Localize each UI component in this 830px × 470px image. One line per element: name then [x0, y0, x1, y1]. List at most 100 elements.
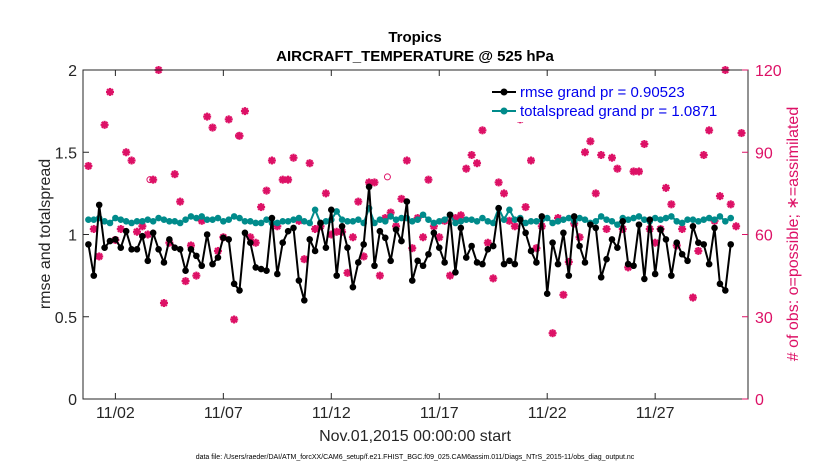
- rmse-series-point: [344, 244, 351, 251]
- obs-stroke: [144, 230, 152, 239]
- totalspread-series-point: [176, 219, 184, 227]
- rmse-series-point: [187, 246, 195, 253]
- rmse-series-point: [673, 239, 681, 247]
- totalspread-series-point: [333, 208, 340, 215]
- obs-stroke: [90, 225, 98, 233]
- rmse-series-point: [241, 229, 249, 237]
- obs-assimilated-point: [208, 123, 217, 132]
- totalspread-series-point: [468, 216, 475, 223]
- obs-assimilated-point: [100, 120, 109, 129]
- totalspread-series-point: [122, 218, 130, 225]
- rmse-series-point: [333, 272, 340, 279]
- totalspread-series-point: [457, 218, 465, 225]
- totalspread-series-point: [435, 218, 443, 225]
- obs-stroke: [84, 162, 93, 170]
- rmse-series-point: [257, 265, 265, 273]
- totalspread-series-point: [214, 214, 222, 222]
- totalspread-series-point: [160, 216, 168, 223]
- totalspread-series-point: [295, 214, 303, 222]
- obs-assimilated-point: [370, 178, 379, 187]
- totalspread-series-point: [462, 216, 470, 223]
- obs-assimilated-point: [84, 161, 93, 170]
- totalspread-series-point: [689, 216, 697, 223]
- totalspread-series-point: [128, 219, 135, 227]
- rmse-series-point: [462, 254, 470, 261]
- rmse-series-point: [193, 252, 200, 260]
- rmse-series-point: [376, 227, 384, 235]
- obs-stroke: [279, 176, 287, 184]
- rmse-series-point: [90, 272, 98, 279]
- rmse-series-point: [668, 272, 675, 279]
- obs-stroke: [559, 291, 568, 299]
- obs-stroke: [322, 189, 330, 198]
- obs-assimilated-point: [446, 271, 455, 280]
- obs-stroke: [160, 299, 168, 307]
- obs-assimilated-point: [257, 203, 266, 212]
- rmse-series-point: [446, 211, 454, 219]
- obs-assimilated-point: [230, 315, 239, 324]
- rmse-series-point: [311, 247, 319, 255]
- totalspread-series-point: [506, 206, 513, 214]
- y2-tick-label: 0: [755, 392, 764, 409]
- obs-stroke: [737, 129, 746, 137]
- obs-stroke: [613, 165, 622, 173]
- rmse-series-point: [209, 260, 216, 268]
- rmse-series-point: [435, 244, 443, 251]
- obs-assimilated-point: [305, 159, 314, 168]
- rmse-series-point: [603, 255, 610, 263]
- totalspread-series-point: [705, 214, 713, 222]
- obs-stroke: [505, 217, 514, 225]
- obs-stroke: [133, 228, 141, 236]
- obs-stroke: [457, 211, 465, 219]
- totalspread-series-point: [220, 218, 227, 225]
- totalspread-series-point: [576, 214, 583, 222]
- rmse-series-point: [317, 219, 324, 227]
- totalspread-series-point: [484, 218, 492, 225]
- rmse-series-point: [398, 237, 405, 245]
- totalspread-series-point: [425, 216, 432, 223]
- obs-stroke: [608, 154, 616, 162]
- obs-stroke: [230, 315, 238, 324]
- obs-assimilated-point: [597, 150, 606, 159]
- y2-tick-label: 120: [755, 63, 782, 80]
- totalspread-series-point: [257, 219, 265, 227]
- rmse-series-point: [122, 227, 130, 235]
- obs-possible-point: [383, 173, 391, 181]
- obs-assimilated-point: [143, 230, 152, 239]
- rmse-series-point: [144, 257, 152, 265]
- totalspread-series-point: [90, 216, 98, 223]
- totalspread-series-point: [101, 218, 108, 225]
- obs-stroke: [462, 165, 470, 173]
- rmse-series-point: [327, 206, 335, 214]
- x-tick-label: 11/12: [312, 405, 351, 422]
- obs-stroke: [122, 148, 130, 156]
- totalspread-series-point: [198, 213, 206, 220]
- legend-box: [488, 82, 742, 122]
- rmse-series-point: [722, 287, 729, 294]
- rmse-series-point: [392, 226, 400, 233]
- rmse-series-point: [133, 246, 141, 253]
- totalspread-series-point: [279, 218, 287, 225]
- obs-assimilated-point: [726, 200, 735, 209]
- rmse-series-point: [538, 213, 546, 220]
- totalspread-series-point: [727, 214, 735, 222]
- totalspread-series-point: [349, 218, 357, 225]
- obs-assimilated-point: [354, 197, 363, 206]
- obs-stroke: [732, 222, 740, 230]
- rmse-series-point: [549, 239, 556, 247]
- obs-stroke: [181, 277, 190, 285]
- obs-assimilated-point: [397, 194, 406, 203]
- rmse-series-point: [619, 218, 627, 225]
- obs-assimilated-point: [348, 233, 357, 242]
- y-tick-label: 0.5: [55, 310, 77, 327]
- totalspread-series-point: [263, 216, 270, 223]
- obs-stroke: [257, 203, 265, 211]
- obs-stroke: [435, 233, 443, 241]
- rmse-series-point: [403, 198, 411, 205]
- totalspread-series-point: [247, 218, 254, 225]
- obs-assimilated-point: [688, 293, 697, 302]
- x-axis-label: Nov.01,2015 00:00:00 start: [319, 428, 511, 445]
- rmse-series-point: [268, 214, 276, 222]
- x-tick-label: 11/22: [528, 405, 567, 422]
- totalspread-series-point: [630, 214, 637, 222]
